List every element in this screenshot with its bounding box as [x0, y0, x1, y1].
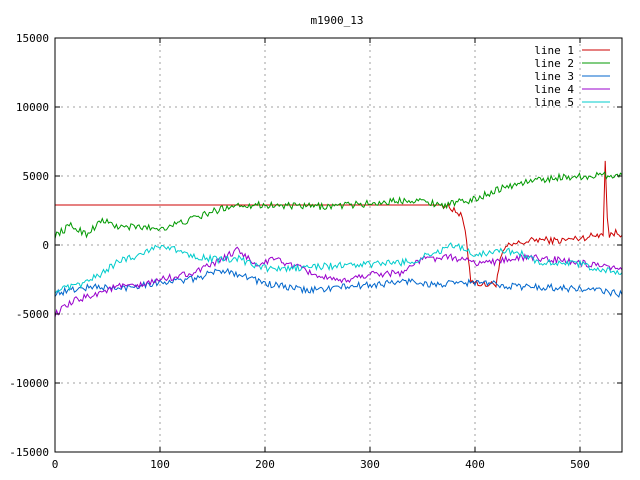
series-line-5: [54, 242, 623, 294]
x-tick-label: 400: [465, 458, 485, 471]
x-tick-label: 500: [570, 458, 590, 471]
axis-ticks: 0 100 200 300 400 500 -15000 -10000 -5000 0 5000 10…: [9, 32, 622, 471]
y-tick-label: 5000: [23, 170, 50, 183]
legend-label: line 2: [534, 57, 574, 70]
y-tick-label: -10000: [9, 377, 49, 390]
series-line-2: [54, 170, 623, 239]
y-tick-label: 15000: [16, 32, 49, 45]
y-tick-label: -15000: [9, 446, 49, 459]
x-tick-label: 0: [52, 458, 59, 471]
y-tick-label: -5000: [16, 308, 49, 321]
y-tick-label: 10000: [16, 101, 49, 114]
series-lines: [54, 160, 623, 318]
legend-label: line 5: [534, 96, 574, 109]
x-tick-label: 200: [255, 458, 275, 471]
series-line-3: [54, 267, 623, 298]
series-line-4: [54, 246, 623, 318]
chart-title: m1900_13: [311, 14, 364, 27]
legend-label: line 1: [534, 44, 574, 57]
legend-label: line 3: [534, 70, 574, 83]
y-tick-label: 0: [42, 239, 49, 252]
grid-lines: [55, 38, 622, 452]
legend-label: line 4: [534, 83, 574, 96]
series-line-1: [55, 160, 623, 289]
x-tick-label: 100: [150, 458, 170, 471]
x-tick-label: 300: [360, 458, 380, 471]
